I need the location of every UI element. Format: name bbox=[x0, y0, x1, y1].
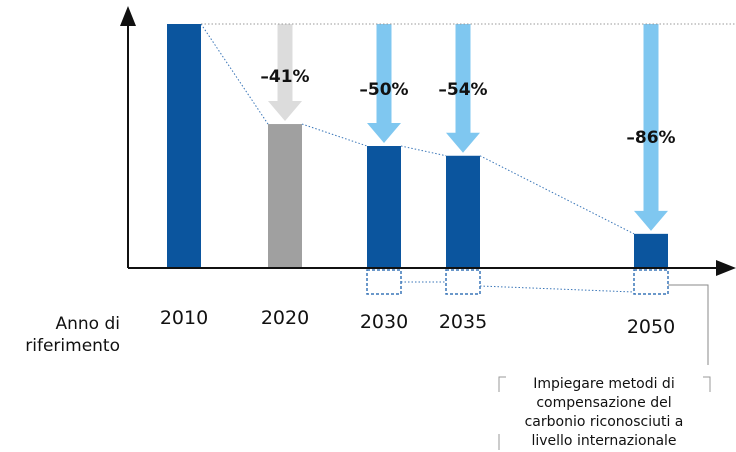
bar-2050 bbox=[634, 233, 668, 268]
y-axis-arrowhead bbox=[120, 6, 136, 26]
trend-connector bbox=[479, 155, 635, 235]
note-callout-line bbox=[668, 284, 709, 365]
year-label-2030: 2030 bbox=[360, 311, 408, 333]
x-axis-arrowhead bbox=[716, 260, 736, 276]
trend-connector bbox=[200, 23, 269, 125]
reduction-label-2050: –86% bbox=[626, 128, 675, 148]
reduction-arrow-2035 bbox=[446, 24, 480, 153]
reduction-arrow-2030 bbox=[367, 24, 401, 143]
reduction-arrow-2020 bbox=[268, 24, 302, 122]
reduction-label-2020: –41% bbox=[260, 67, 309, 87]
year-label-2010: 2010 bbox=[160, 307, 208, 329]
reduction-label-2030: –50% bbox=[359, 80, 408, 100]
x-axis-title: Anno di riferimento bbox=[25, 314, 120, 356]
offset-box-2050 bbox=[633, 269, 669, 295]
trend-connector bbox=[301, 123, 368, 147]
labels-layer: 2010 2020 2030 2035 2050 –41% –50% –54% –86% Anno… bbox=[25, 67, 683, 449]
note-bracket bbox=[703, 376, 711, 392]
year-label-2035: 2035 bbox=[439, 311, 487, 333]
offset-connector bbox=[479, 285, 635, 293]
bars-layer bbox=[167, 24, 668, 268]
bar-2020 bbox=[268, 124, 302, 268]
year-label-2020: 2020 bbox=[261, 307, 309, 329]
bar-2030 bbox=[367, 146, 401, 268]
note-bracket bbox=[498, 376, 506, 392]
bar-2010 bbox=[167, 24, 201, 268]
offset-box-2035 bbox=[445, 269, 481, 295]
offset-box-2030 bbox=[366, 269, 402, 295]
reduction-label-2035: –54% bbox=[438, 80, 487, 100]
year-label-2050: 2050 bbox=[627, 316, 675, 338]
reduction-arrow-2050 bbox=[634, 24, 668, 231]
arrows-layer bbox=[268, 24, 668, 231]
trend-connector bbox=[400, 145, 447, 157]
bar-2035 bbox=[446, 155, 480, 268]
offset-note: Impiegare metodi di compensazione del carb… bbox=[525, 376, 684, 449]
